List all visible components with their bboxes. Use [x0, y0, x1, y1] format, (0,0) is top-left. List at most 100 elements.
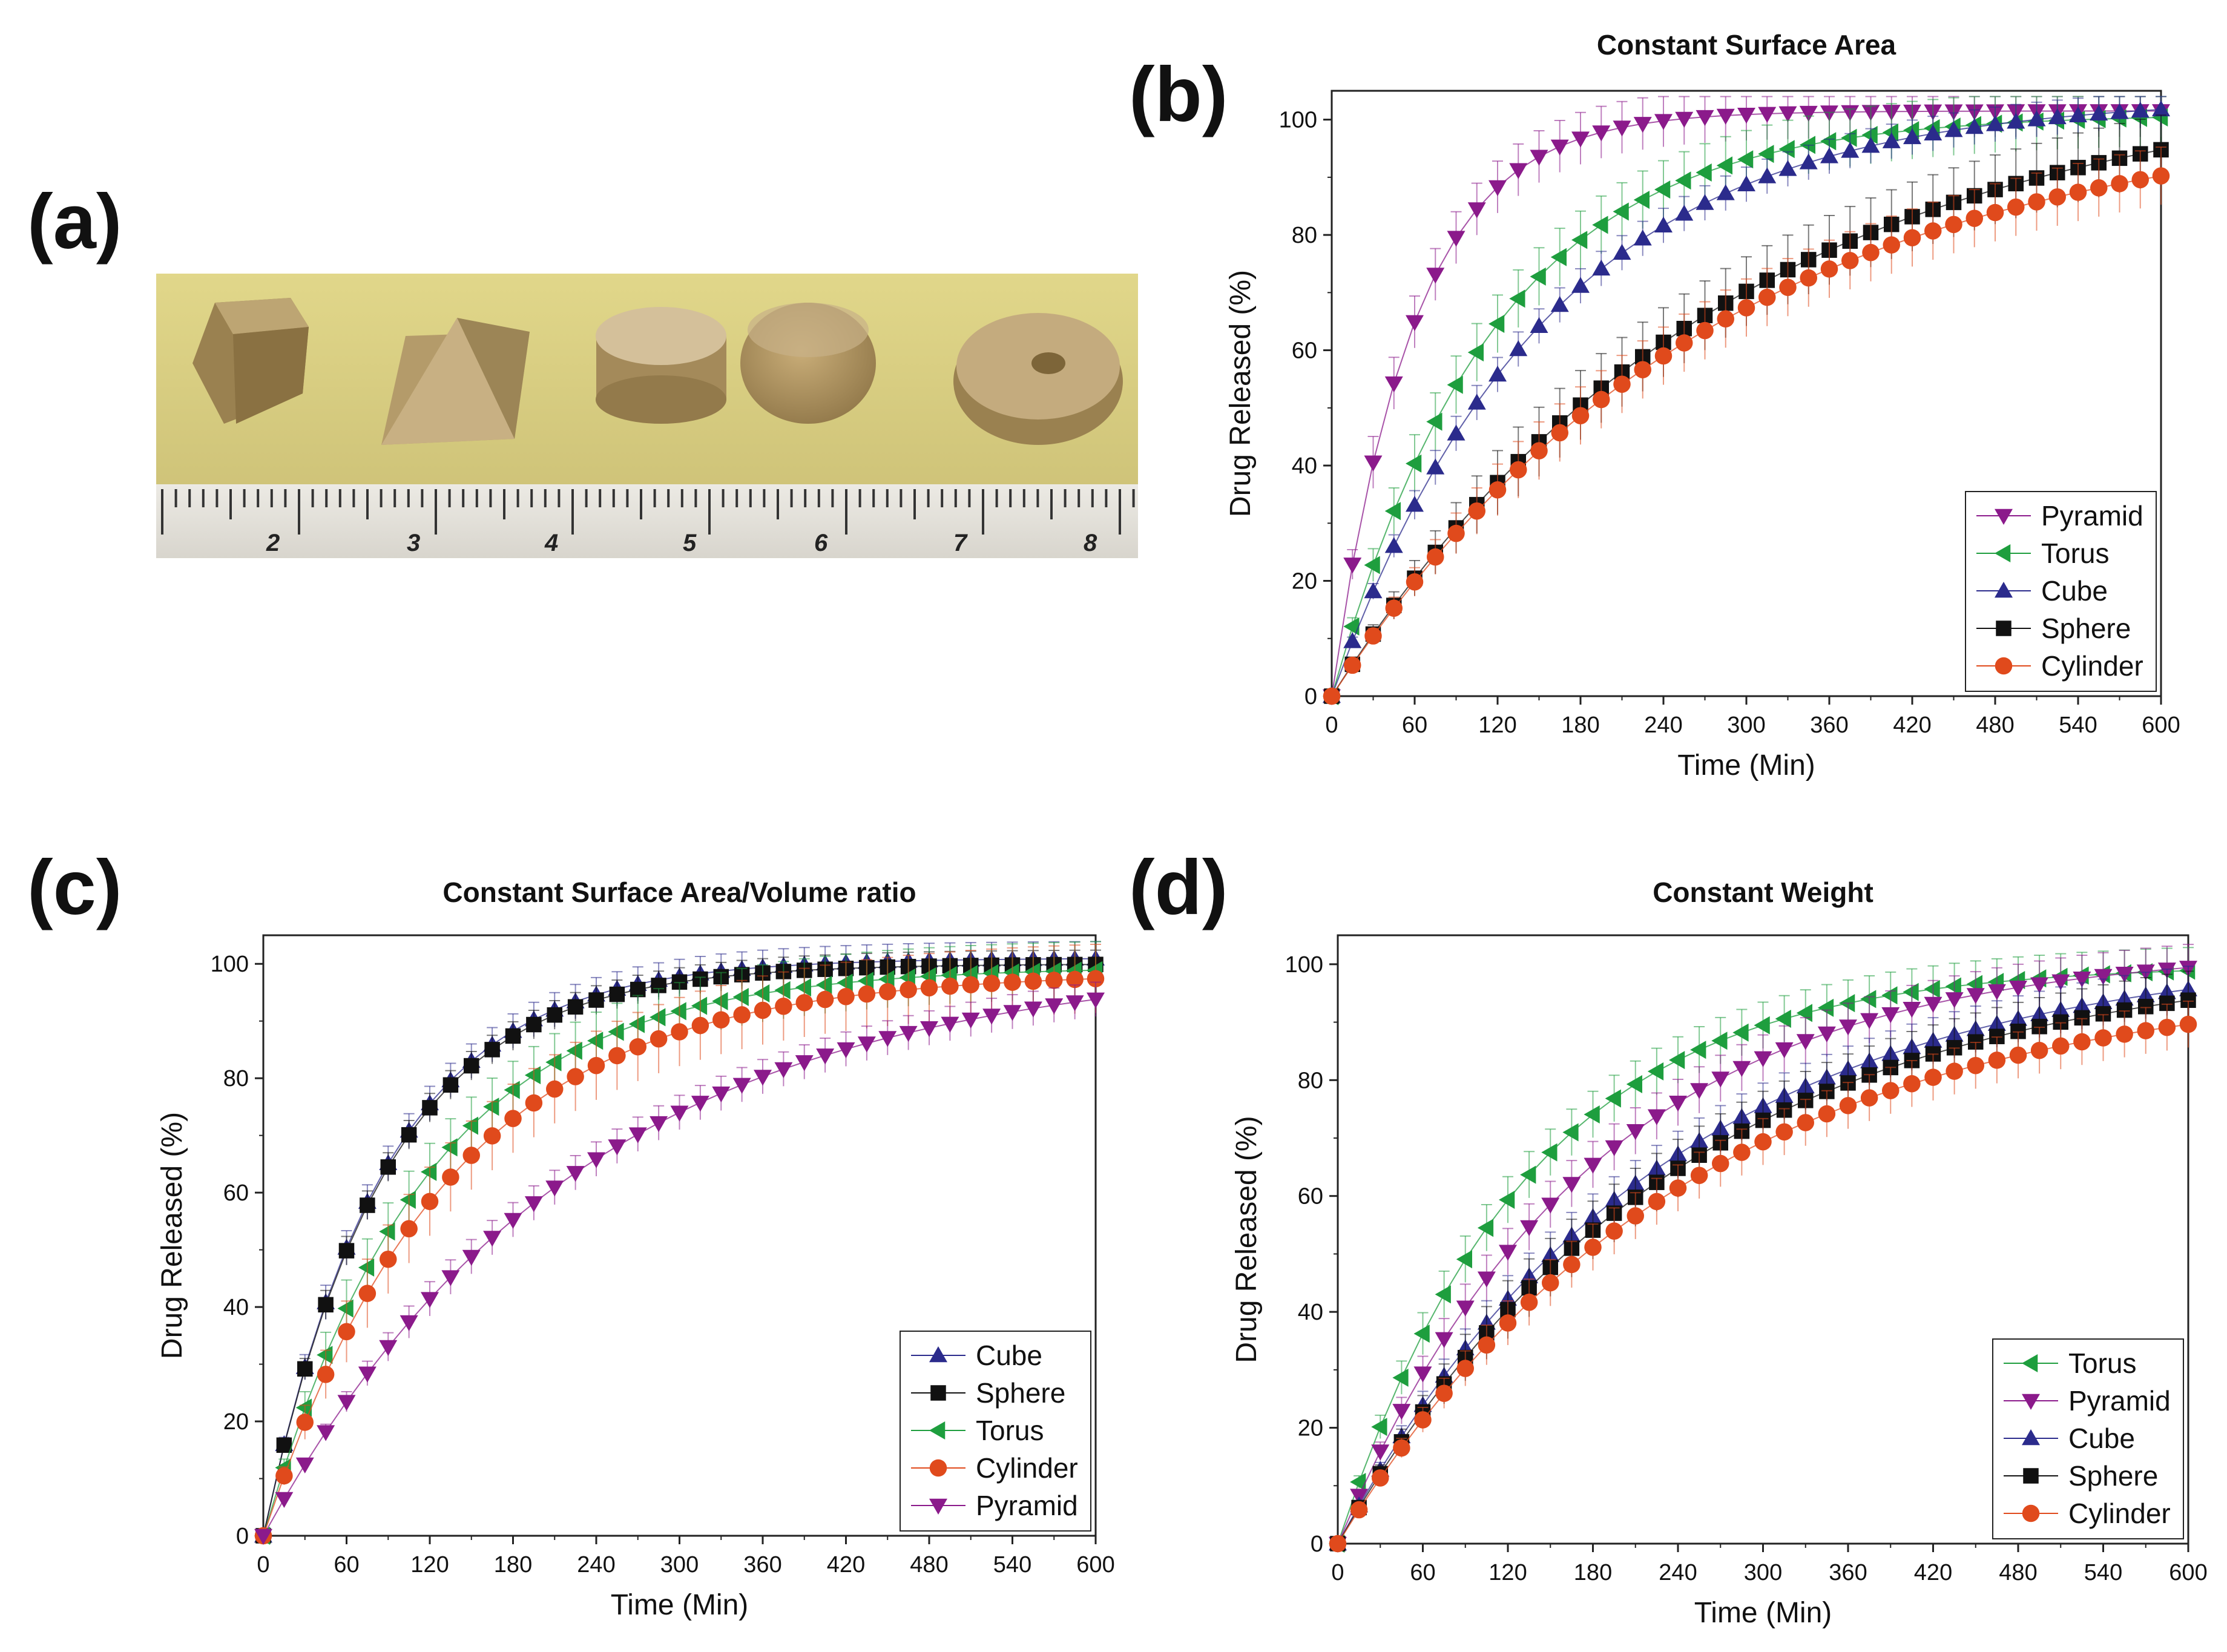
data-point [1550, 248, 1567, 266]
data-point [1654, 114, 1673, 130]
y-tick-label: 20 [1298, 1416, 1323, 1441]
data-point [524, 1066, 541, 1085]
data-point [379, 1340, 398, 1356]
data-point [505, 1028, 521, 1044]
data-point [1737, 150, 1754, 169]
torus-tablet [953, 313, 1123, 445]
data-point [1633, 229, 1652, 246]
data-point [1690, 1167, 1708, 1184]
data-point [1447, 524, 1465, 542]
data-point [1413, 1325, 1430, 1343]
panel-a-label: (a) [27, 179, 122, 265]
x-tick-label: 180 [1574, 1560, 1612, 1585]
data-point [587, 1056, 605, 1074]
x-tick-label: 120 [1489, 1560, 1527, 1585]
data-point [754, 1001, 772, 1019]
data-point [1372, 1469, 1389, 1487]
y-tick-label: 20 [223, 1409, 249, 1435]
data-point [920, 979, 938, 997]
data-point [1541, 1197, 1560, 1214]
data-point [1447, 424, 1465, 441]
data-point [1881, 986, 1898, 1005]
data-point [1797, 1114, 1814, 1131]
legend-marker [2023, 1468, 2039, 1484]
data-point [754, 984, 770, 1003]
data-point [1323, 687, 1341, 705]
legend-marker [1995, 508, 2013, 525]
y-axis-title: Drug Released (%) [156, 1112, 188, 1359]
data-point [1817, 998, 1834, 1017]
data-point [1467, 343, 1484, 362]
data-point [1758, 167, 1777, 183]
data-point [1778, 140, 1795, 159]
data-point [1675, 111, 1694, 128]
legend-marker [1995, 582, 2013, 598]
data-point [401, 1127, 417, 1143]
data-point [422, 1100, 438, 1116]
x-tick-label: 480 [1999, 1560, 2037, 1585]
data-point [1817, 1026, 1836, 1042]
data-point [1881, 1007, 1900, 1024]
data-point [1364, 556, 1380, 574]
data-point [1654, 180, 1671, 199]
x-tick-label: 300 [1744, 1560, 1782, 1585]
data-point [1737, 175, 1755, 191]
data-point [2028, 193, 2045, 211]
legend-label: Cube [2041, 575, 2108, 607]
data-point [1862, 243, 1880, 262]
sphere-tablet [740, 303, 876, 424]
x-axis-title: Time (Min) [1694, 1597, 1832, 1629]
data-point [1592, 125, 1611, 142]
data-point [920, 1021, 938, 1038]
cube-tablet [192, 298, 309, 424]
data-point [1882, 123, 1898, 142]
legend-label: Torus [2068, 1348, 2136, 1379]
legend-marker [929, 1498, 947, 1515]
data-point [1350, 1501, 1368, 1519]
data-point [1839, 1097, 1857, 1114]
data-point [421, 1193, 439, 1211]
data-point [1988, 1051, 2006, 1069]
data-point [1562, 1177, 1581, 1193]
data-point [1732, 1023, 1749, 1042]
data-point [1754, 1016, 1770, 1035]
data-point [1924, 1068, 1942, 1086]
legend-label: Cube [2068, 1423, 2135, 1454]
data-point [1087, 970, 1105, 987]
data-point [1392, 1404, 1411, 1420]
data-point [1754, 1051, 1772, 1067]
x-tick-label: 240 [577, 1552, 615, 1578]
data-point [1530, 442, 1548, 459]
data-point [1414, 1411, 1432, 1429]
data-point [1426, 412, 1442, 431]
y-tick-label: 60 [1298, 1184, 1323, 1209]
data-point [1654, 216, 1673, 232]
panel-d-label: (d) [1129, 844, 1228, 931]
data-point [1509, 163, 1528, 179]
data-point [1758, 145, 1774, 163]
data-point [1426, 458, 1445, 475]
data-point [629, 1038, 646, 1056]
data-point [1945, 216, 1962, 234]
data-point [2009, 980, 2027, 997]
legend-marker [930, 1385, 946, 1401]
data-point [1633, 117, 1652, 133]
data-point [1820, 132, 1837, 151]
data-point [1520, 1165, 1536, 1184]
data-point [2111, 175, 2128, 193]
data-point [379, 1222, 395, 1241]
data-point [2131, 171, 2149, 189]
ruler-number: 4 [544, 530, 558, 556]
data-point [1489, 180, 1507, 197]
data-point [732, 1078, 751, 1094]
data-point [1626, 1124, 1645, 1140]
y-tick-label: 0 [1311, 1532, 1323, 1557]
data-point [1478, 1336, 1496, 1354]
data-point [1456, 1250, 1472, 1269]
data-point [1541, 1143, 1558, 1162]
data-point [1945, 977, 1961, 996]
data-point [2116, 1025, 2133, 1043]
series-cube [1323, 96, 2170, 703]
data-point [1499, 1245, 1517, 1261]
ruler-number: 7 [953, 530, 968, 556]
